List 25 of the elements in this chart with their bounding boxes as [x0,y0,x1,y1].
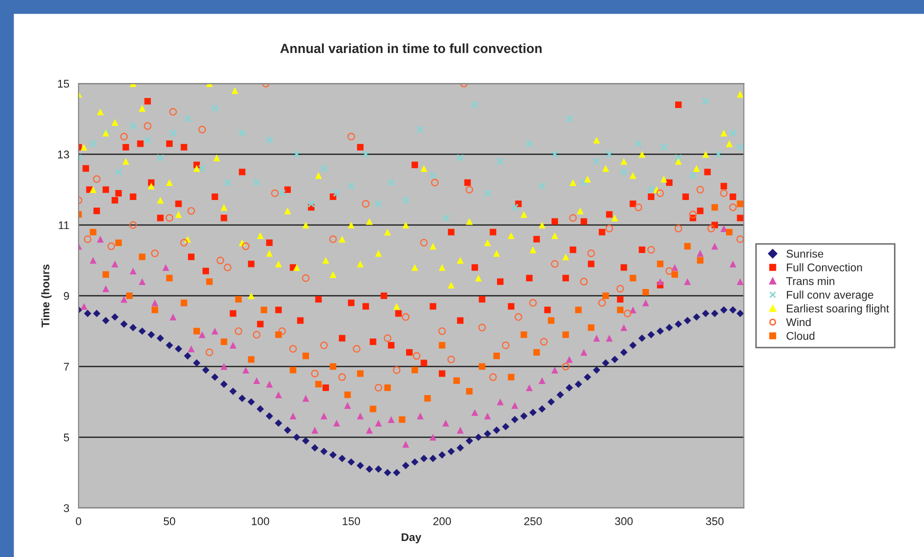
legend-label: Sunrise [786,250,824,258]
x-tick-label: 150 [342,517,360,526]
x-tick-label: 200 [433,517,451,526]
x-tick-label: 250 [524,517,542,526]
x-tick-label: 300 [615,517,633,526]
y-axis-title: Time (hours [41,264,52,328]
y-tick-label: 13 [58,150,70,158]
legend-label: Cloud [786,332,814,340]
y-tick-label: 11 [58,221,69,230]
x-tick-label: 350 [706,517,724,526]
legend-label: Full Convection [786,263,862,272]
y-tick-label: 3 [64,504,70,512]
legend-label: Wind [786,318,811,326]
x-tick-label: 50 [164,517,176,526]
y-tick-label: 7 [64,362,69,371]
y-tick-label: 5 [64,434,70,442]
y-tick-label: 9 [64,292,69,300]
legend-label: Earliest soaring flight [786,304,890,315]
x-tick-label: 100 [252,517,270,526]
legend-label: Trans min [786,276,834,286]
y-tick-label: 15 [58,80,70,88]
x-tick-label: 0 [76,517,82,526]
legend-label: Full conv average [786,290,874,301]
chart-title: Annual variation in time to full convection [280,43,542,54]
x-axis-title: Day [402,533,422,544]
